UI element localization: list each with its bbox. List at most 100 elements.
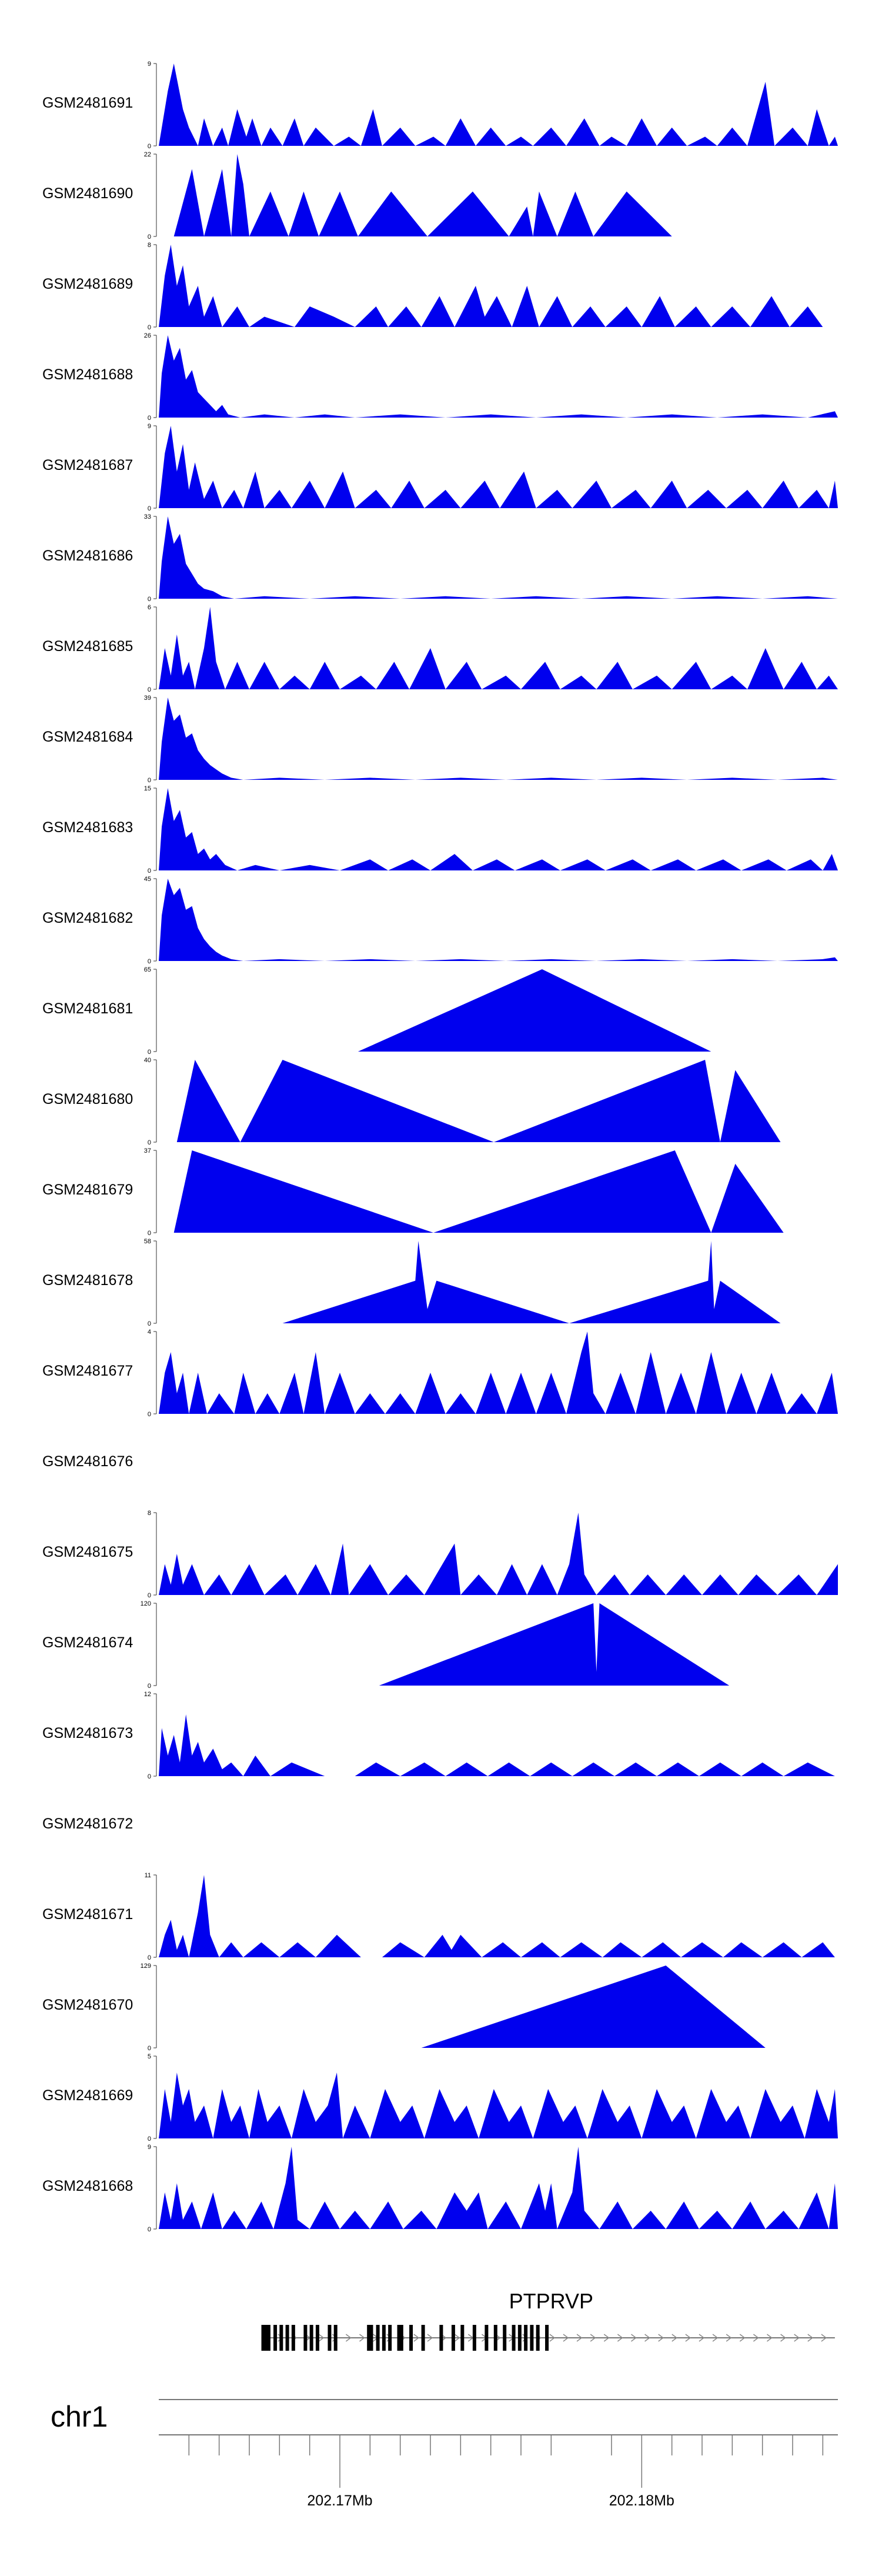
coverage-area — [159, 2073, 838, 2138]
track-GSM2481690: GSM2481690 22 0 — [42, 151, 747, 241]
y-tick-zero-label: 0 — [148, 1139, 151, 1146]
strand-arrow — [318, 2334, 325, 2342]
y-tick-zero-label: 0 — [148, 686, 151, 693]
y-tick-zero-label: 0 — [148, 505, 151, 512]
y-tick-zero-label: 0 — [148, 143, 151, 150]
exon-12 — [376, 2325, 380, 2351]
y-tick-zero-label: 0 — [148, 777, 151, 784]
y-tick-max-label: 129 — [141, 1963, 151, 1970]
track-label: GSM2481674 — [42, 1634, 133, 1651]
exon-8 — [315, 2325, 319, 2351]
track-GSM2481682: GSM2481682 45 0 — [42, 876, 838, 965]
y-tick-max-label: 8 — [148, 1510, 151, 1517]
strand-arrow — [726, 2334, 732, 2342]
coverage-area — [379, 1603, 730, 1686]
strand-arrow — [345, 2334, 352, 2342]
exon-9 — [328, 2325, 332, 2351]
track-GSM2481680: GSM2481680 40 0 — [42, 1057, 781, 1146]
strand-arrow — [631, 2334, 637, 2342]
coverage-area — [159, 1332, 838, 1414]
track-label: GSM2481684 — [42, 729, 133, 745]
y-tick-max-label: 45 — [144, 876, 151, 883]
exon-3 — [279, 2325, 283, 2351]
exon-30 — [545, 2325, 549, 2351]
track-label: GSM2481676 — [42, 1453, 133, 1470]
coverage-area — [159, 1714, 835, 1776]
y-tick-max-label: 15 — [144, 785, 151, 792]
y-tick-max-label: 9 — [148, 61, 151, 68]
strand-arrow — [617, 2334, 623, 2342]
y-tick-zero-label: 0 — [148, 1954, 151, 1961]
track-label: GSM2481672 — [42, 1816, 133, 1832]
y-tick-max-label: 22 — [144, 151, 151, 158]
exon-21 — [472, 2325, 476, 2351]
y-tick-zero-label: 0 — [148, 1592, 151, 1599]
exon-16 — [409, 2325, 413, 2351]
coverage-area — [173, 1150, 784, 1233]
exon-28 — [530, 2325, 534, 2351]
exon-22 — [485, 2325, 489, 2351]
coverage-area — [159, 64, 838, 146]
y-tick-zero-label: 0 — [148, 2045, 151, 2052]
track-label: GSM2481677 — [42, 1363, 133, 1379]
y-tick-max-label: 6 — [148, 604, 151, 611]
y-tick-max-label: 8 — [148, 242, 151, 249]
strand-arrow — [590, 2334, 596, 2342]
track-label: GSM2481685 — [42, 638, 133, 655]
track-GSM2481689: GSM2481689 8 0 — [42, 242, 823, 331]
y-tick-max-label: 65 — [144, 966, 151, 973]
coverage-area — [159, 788, 838, 870]
exon-2 — [273, 2325, 278, 2351]
strand-arrow — [739, 2334, 746, 2342]
y-tick-zero-label: 0 — [148, 324, 151, 331]
track-GSM2481671: GSM2481671 11 0 — [42, 1872, 835, 1961]
exon-1 — [261, 2325, 270, 2351]
exon-6 — [303, 2325, 308, 2351]
track-GSM2481668: GSM2481668 9 0 — [42, 2144, 838, 2233]
y-tick-zero-label: 0 — [148, 1411, 151, 1418]
coverage-area — [159, 1875, 835, 1957]
strand-arrow — [658, 2334, 664, 2342]
track-label: GSM2481670 — [42, 1997, 133, 2013]
strand-arrow — [644, 2334, 650, 2342]
strand-arrow — [780, 2334, 786, 2342]
track-label: GSM2481675 — [42, 1544, 133, 1560]
gene-model: PTPRVP — [261, 2289, 835, 2351]
coverage-area — [159, 426, 838, 508]
strand-arrow — [549, 2334, 556, 2342]
track-label: GSM2481690 — [42, 185, 133, 202]
strand-arrow — [794, 2334, 800, 2342]
track-GSM2481674: GSM2481674 120 0 — [42, 1600, 730, 1690]
track-label: GSM2481681 — [42, 1000, 133, 1017]
track-label: GSM2481686 — [42, 548, 133, 564]
strand-arrow — [712, 2334, 719, 2342]
track-label: GSM2481687 — [42, 457, 133, 473]
y-tick-zero-label: 0 — [148, 596, 151, 603]
exon-11 — [367, 2325, 373, 2351]
exon-19 — [451, 2325, 455, 2351]
track-GSM2481679: GSM2481679 37 0 — [42, 1147, 784, 1237]
exon-5 — [291, 2325, 295, 2351]
track-GSM2481683: GSM2481683 15 0 — [42, 785, 838, 875]
exon-27 — [524, 2325, 528, 2351]
track-label: GSM2481683 — [42, 819, 133, 836]
y-tick-max-label: 120 — [141, 1600, 151, 1607]
track-label: GSM2481688 — [42, 366, 133, 383]
exon-25 — [512, 2325, 516, 2351]
exon-18 — [439, 2325, 443, 2351]
gene-name: PTPRVP — [509, 2289, 593, 2313]
track-GSM2481684: GSM2481684 39 0 — [42, 695, 838, 784]
track-label: GSM2481671 — [42, 1906, 133, 1923]
y-tick-max-label: 37 — [144, 1147, 151, 1154]
exon-29 — [536, 2325, 540, 2351]
track-GSM2481685: GSM2481685 6 0 — [42, 604, 838, 693]
y-tick-zero-label: 0 — [148, 1683, 151, 1690]
track-GSM2481669: GSM2481669 5 0 — [42, 2053, 838, 2143]
y-tick-zero-label: 0 — [148, 1049, 151, 1056]
coverage-area — [282, 1241, 781, 1323]
track-GSM2481687: GSM2481687 9 0 — [42, 423, 838, 512]
track-GSM2481673: GSM2481673 12 0 — [42, 1691, 835, 1780]
exon-10 — [333, 2325, 338, 2351]
coverage-area — [173, 154, 747, 236]
strand-arrow — [671, 2334, 678, 2342]
